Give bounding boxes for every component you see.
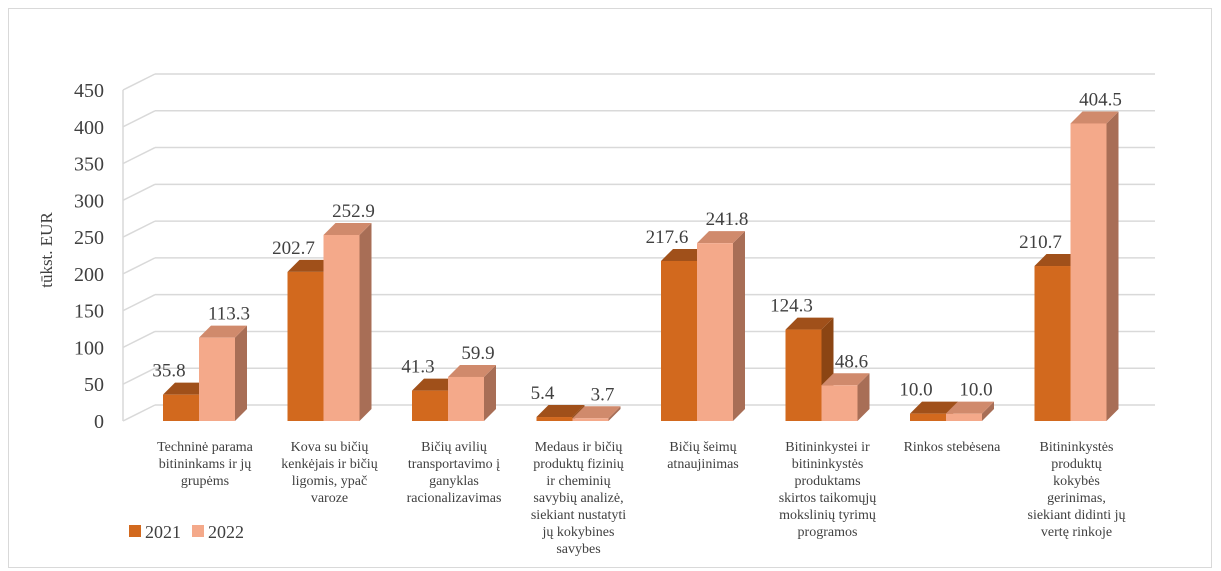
data-label: 48.6: [835, 351, 868, 372]
bar-2021: [287, 271, 324, 421]
y-axis-label: tūkst. EUR: [37, 212, 56, 288]
bar-side: [1106, 111, 1119, 422]
data-label: 217.6: [646, 227, 689, 248]
y-tick-label: 0: [94, 411, 104, 433]
gridline-connector: [122, 404, 156, 422]
data-label: 35.8: [152, 361, 185, 382]
bar-side: [608, 406, 621, 421]
legend-label-2022: 2022: [208, 522, 244, 542]
data-label: 3.7: [591, 384, 615, 405]
bar-2021: [412, 390, 448, 421]
gridline-connector: [122, 257, 156, 275]
y-tick-label: 350: [74, 154, 104, 176]
y-tick-label: 100: [74, 337, 104, 359]
data-label: 113.3: [208, 304, 250, 325]
category-label: Kova su bičių kenkėjais ir bičių ligomis, …: [281, 440, 377, 506]
data-label: 124.3: [770, 296, 813, 317]
bar-top: [199, 325, 247, 338]
legend-label-2021: 2021: [145, 522, 181, 542]
bar-2022: [821, 385, 858, 421]
bar-side: [857, 373, 870, 421]
bar-2022: [1070, 123, 1107, 422]
bars-layer: [163, 111, 1119, 422]
bar-top: [572, 406, 621, 419]
bar-2021: [163, 394, 199, 421]
bar-2021: [910, 413, 946, 421]
data-label: 5.4: [531, 383, 555, 404]
category-label: Bitininkystės produktų kokybės gerinimas, si…: [1028, 440, 1126, 540]
category-label: Medaus ir bičių produktų fizinių ir chemin…: [531, 440, 626, 557]
legend-swatch-2022: [192, 525, 204, 537]
bar-2022: [323, 234, 360, 421]
bar-top: [1070, 111, 1119, 124]
bar-side: [484, 364, 496, 421]
data-label: 202.7: [272, 238, 315, 259]
data-label: 404.5: [1079, 89, 1122, 110]
y-tick-label: 150: [74, 301, 104, 323]
legend-swatch-2021: [129, 525, 141, 537]
y-tick-label: 50: [84, 374, 104, 396]
category-label: Rinkos stebėsena: [904, 440, 1002, 455]
bar-side: [733, 231, 745, 421]
bar-top: [821, 373, 870, 386]
legend: 2021 2022: [129, 522, 244, 542]
data-label: 252.9: [332, 201, 375, 222]
data-labels-layer: 35.8 113.3 202.7 252.9 41.3 59.9 5.4 3.7 217.6 24…: [152, 89, 1122, 405]
category-label: Bitininkystei ir bitininkystės produktams s…: [779, 440, 877, 540]
data-label: 210.7: [1019, 232, 1062, 253]
bar-side: [235, 325, 247, 421]
bar-top: [323, 222, 372, 235]
bar-side: [982, 401, 994, 421]
gridline-connector: [122, 146, 156, 165]
bar-2022: [572, 418, 609, 421]
y-tick-label: 400: [74, 117, 104, 139]
category-label: Bičių avilių transportavimo į ganyklas raci…: [407, 440, 502, 506]
gridline-connector: [122, 183, 156, 202]
data-label: 59.9: [461, 343, 494, 364]
bar-top: [697, 231, 745, 244]
bar-side: [359, 222, 372, 421]
category-labels: Techninė parama bitininkams ir jų grupėms K…: [157, 440, 1125, 557]
bar-2021: [661, 260, 697, 421]
bar-2021: [785, 329, 822, 421]
bar-top: [785, 317, 834, 330]
category-label: Techninė parama bitininkams ir jų grupėms: [157, 440, 254, 489]
bar-top: [910, 401, 958, 414]
chart-frame: [8, 8, 1212, 568]
bar-2022: [697, 243, 733, 421]
gridline-connector: [122, 367, 156, 385]
gridline-connector: [122, 110, 156, 128]
y-tick-label: 200: [74, 264, 104, 286]
bar-2022: [448, 376, 484, 421]
gridline-connector: [122, 293, 156, 312]
data-label: 241.8: [706, 209, 749, 230]
bar-top: [946, 401, 994, 414]
bar-2022: [946, 413, 982, 421]
gridline-connector: [122, 220, 156, 238]
y-tick-label: 450: [74, 80, 104, 102]
y-tick-label: 250: [74, 227, 104, 249]
bar-2021: [1034, 266, 1071, 421]
y-tick-labels: 0 50 100 150 200 250 300 350 400 450: [74, 80, 104, 433]
category-label: Bičių šeimų atnaujinimas: [667, 440, 739, 472]
y-tick-label: 300: [74, 190, 104, 212]
data-label: 10.0: [959, 380, 992, 401]
data-label: 41.3: [401, 357, 434, 378]
gridline-connector: [122, 330, 156, 349]
bar-top: [536, 405, 585, 418]
bar-top: [448, 364, 496, 377]
bar-2021: [536, 417, 573, 421]
bar-2022: [199, 337, 235, 421]
data-label: 10.0: [899, 380, 932, 401]
gridline-connector: [122, 73, 156, 91]
